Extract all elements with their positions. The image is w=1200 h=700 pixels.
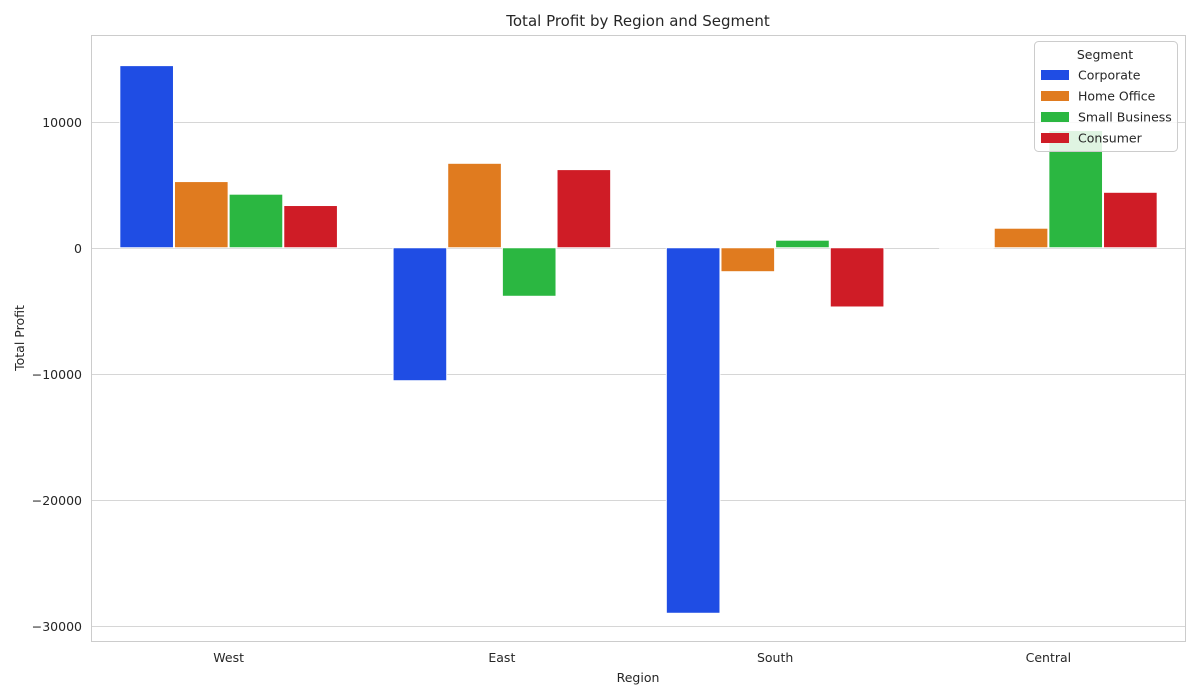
legend-item-label: Small Business: [1078, 110, 1172, 125]
bar-small-business: [501, 247, 557, 297]
bars: [119, 65, 1158, 614]
grid: [92, 122, 1185, 627]
legend-item-label: Consumer: [1078, 131, 1143, 146]
bar-home-office: [720, 247, 776, 273]
bar-corporate: [119, 65, 174, 249]
bar-small-business: [775, 239, 830, 249]
legend-title: Segment: [1077, 47, 1133, 62]
y-axis-label: Total Profit: [12, 305, 27, 372]
bar-home-office: [993, 227, 1049, 249]
legend-swatch: [1041, 91, 1069, 101]
bar-consumer: [283, 205, 338, 249]
legend-box: [1034, 41, 1178, 152]
y-tick-label: −20000: [32, 493, 82, 508]
legend-swatch: [1041, 70, 1069, 80]
bar-home-office: [173, 181, 229, 249]
bar-corporate: [939, 247, 994, 249]
x-tick-label: Central: [1026, 650, 1072, 665]
legend-swatch: [1041, 133, 1069, 143]
y-tick-label: −10000: [32, 367, 82, 382]
x-axis-label: Region: [617, 670, 660, 685]
y-tick-label: −30000: [32, 619, 82, 634]
bar-consumer: [829, 247, 885, 308]
y-axis: 10000 0 −10000 −20000 −30000: [32, 115, 82, 634]
x-tick-label: South: [757, 650, 793, 665]
y-tick-label: 10000: [42, 115, 82, 130]
bar-consumer: [556, 169, 612, 249]
bar-small-business: [228, 193, 284, 249]
x-axis: West East South Central: [213, 650, 1071, 665]
y-tick-label: 0: [74, 241, 82, 256]
x-tick-label: West: [213, 650, 244, 665]
bar-consumer: [1103, 191, 1158, 249]
x-tick-label: East: [488, 650, 515, 665]
legend: Segment Corporate Home Office Small Busine…: [1034, 41, 1178, 152]
legend-item-label: Home Office: [1078, 89, 1156, 104]
chart-title: Total Profit by Region and Segment: [505, 12, 770, 30]
bar-home-office: [447, 162, 502, 249]
bar-corporate: [665, 247, 721, 614]
legend-item-label: Corporate: [1078, 68, 1141, 83]
legend-swatch: [1041, 112, 1069, 122]
bar-corporate: [392, 247, 448, 382]
plot-frame: [91, 35, 1186, 642]
